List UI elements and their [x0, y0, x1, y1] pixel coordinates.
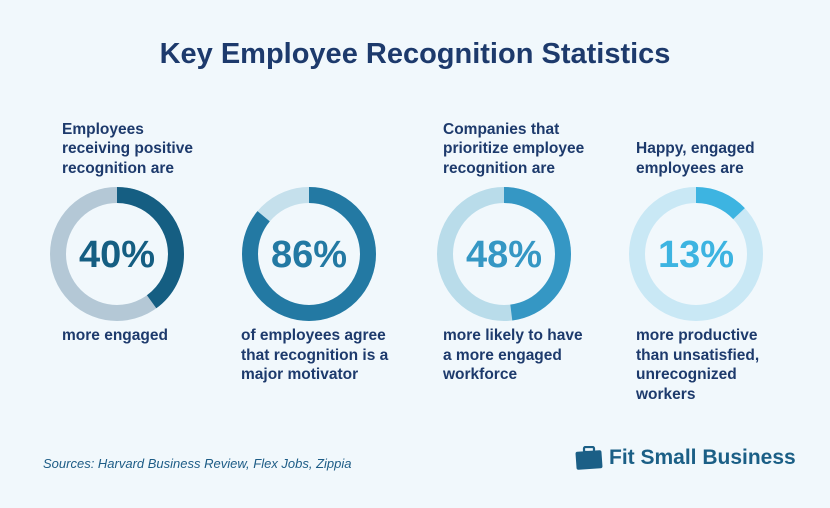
stat-bottom-text: more productive than unsatisfied, unreco…	[636, 327, 760, 403]
donut-chart: 13%	[629, 187, 763, 321]
donut-value-label: 86%	[271, 234, 347, 276]
donut-value-arc	[437, 187, 571, 321]
donut-value-arc	[242, 187, 376, 321]
donut-value-arc	[629, 187, 763, 321]
stat-top-text: Companies that prioritize employee recog…	[443, 120, 585, 177]
donut-chart: 48%	[437, 187, 571, 321]
logo-text: Fit Small Business	[609, 446, 796, 469]
briefcase-icon	[575, 446, 603, 470]
donut-value-arc	[50, 187, 184, 321]
stat-bottom-text: more engaged	[62, 327, 168, 344]
donut-chart: 86%	[242, 187, 376, 321]
donut-value-label: 40%	[79, 234, 155, 276]
stat-top-text: Employees receiving positive recognition…	[62, 120, 193, 177]
stat-bottom-text: more likely to have a more engaged workf…	[443, 327, 583, 383]
stat-bottom-text: of employees agree that recognition is a…	[241, 327, 389, 383]
sources: Sources: Harvard Business Review, Flex J…	[43, 456, 352, 471]
logo: Fit Small Business	[575, 446, 796, 470]
donut-value-label: 13%	[658, 234, 734, 276]
stat-top-text: Happy, engaged employees are	[636, 140, 755, 177]
page-title: Key Employee Recognition Statistics	[159, 38, 671, 70]
donut-chart: 40%	[50, 187, 184, 321]
donut-value-label: 48%	[466, 234, 542, 276]
